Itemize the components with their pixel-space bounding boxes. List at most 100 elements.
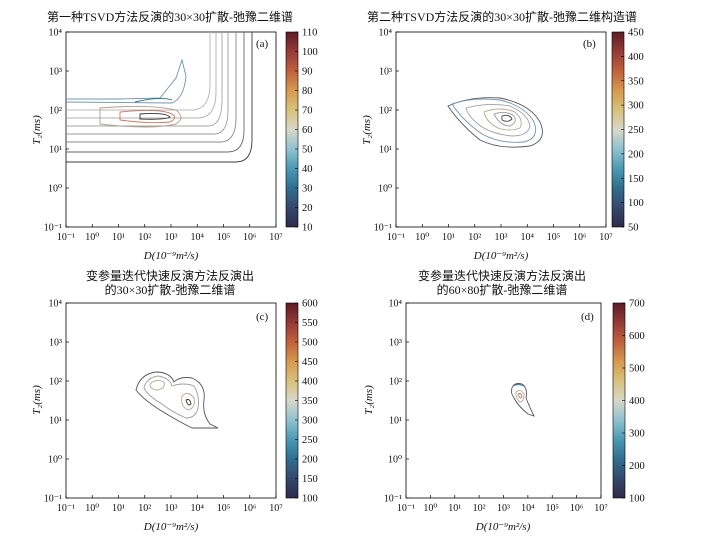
panel-a-contours <box>65 32 253 163</box>
panel-c-contour-level-3 <box>149 379 165 391</box>
panel-b-contours <box>447 97 543 148</box>
panel-c-x-tick-label: 10⁷ <box>269 503 283 514</box>
panel-b-x-tick-label: 10⁴ <box>521 232 535 243</box>
panel-a-x-axis-label: D(10⁻⁹m²/s) <box>143 250 199 262</box>
panel-b-x-tick-label: 10⁶ <box>573 232 587 243</box>
panel-b-contour-level-1 <box>447 97 543 148</box>
panel-c-colorbar: 100 150 200 250 300 350 400 450 500 550 600 <box>285 299 318 505</box>
panel-c-y-axis-label: T₂(ms) <box>31 385 43 415</box>
panel-b-colorbar-tick-label: 150 <box>628 174 644 185</box>
panel-c-x-tick-label: 10⁵ <box>217 503 231 514</box>
panel-a-contour-level-4 <box>66 32 229 135</box>
panel-c-colorbar-tick-label: 350 <box>302 396 318 407</box>
panel-d-y-tick-label: 10⁰ <box>388 455 402 466</box>
panel-b-x-tick-label: 10⁷ <box>599 232 613 243</box>
panel-c-title-line-1: 变参量迭代快速反演方法反演出 <box>86 268 254 283</box>
panel-d-colorbar-tick-label: 100 <box>629 494 645 505</box>
panel-c-colorbar-tick-label: 600 <box>302 299 318 310</box>
panel-c-y-tick-label: 10⁴ <box>49 299 63 310</box>
panel-a-label: (a) <box>256 38 269 50</box>
panel-a-y-tick-label: 10⁻¹ <box>44 223 62 234</box>
panel-d: 变参量迭代快速反演方法反演出 的60×80扩散-弛豫二维谱 10⁻¹ 10⁰ 10¹… <box>363 268 645 533</box>
panel-b-colorbar-ticks: 50 100 150 200 250 300 350 400 450 <box>621 28 644 234</box>
panel-a-x-tick-label: 10⁴ <box>191 232 205 243</box>
panel-d-colorbar: 100 200 300 400 500 600 700 <box>612 299 645 505</box>
panel-a-colorbar-tick-label: 30 <box>302 184 313 195</box>
panel-d-plot-area <box>405 302 602 499</box>
panel-a-contour-level-9 <box>99 105 182 128</box>
panel-b: 第二种TSVD方法反演的30×30扩散-弛豫二维构造谱 10⁻¹ 10⁰ 10¹ 10… <box>361 9 644 262</box>
panel-a-x-tick-label: 10⁵ <box>217 232 231 243</box>
panel-c-y-tick-label: 10³ <box>49 338 62 349</box>
panel-a: 第一种TSVD方法反演的30×30扩散-弛豫二维谱 10⁻¹ 10⁰ 10¹ 10² 1… <box>31 9 318 262</box>
panel-d-contour-peak <box>517 392 523 399</box>
panel-a-colorbar-tick-label: 60 <box>302 125 313 136</box>
panel-c-colorbar-tick-label: 150 <box>302 474 318 485</box>
panel-d-x-tick-label: 10⁻¹ <box>397 503 415 514</box>
panel-d-x-tick-label: 10² <box>473 503 486 514</box>
panel-b-y-tick-label: 10⁻¹ <box>374 223 392 234</box>
panel-d-colorbar-tick-label: 400 <box>629 396 645 407</box>
panel-c-y-tick-label: 10⁰ <box>48 455 62 466</box>
panel-c-colorbar-tick-label: 100 <box>302 494 318 505</box>
panel-a-contour-blue-lobe <box>134 97 173 103</box>
panel-a-colorbar-tick-label: 100 <box>302 47 318 58</box>
panel-a-colorbar-tick-label: 90 <box>302 67 313 78</box>
panel-c-contour-level-4 <box>181 393 195 411</box>
panel-b-colorbar-tick-label: 200 <box>628 149 644 160</box>
panel-a-contour-peak <box>139 112 171 120</box>
panel-d-y-tick-label: 10⁻¹ <box>384 494 402 505</box>
panel-d-x-tick-label: 10³ <box>497 503 510 514</box>
panel-d-y-tick-label: 10³ <box>389 338 402 349</box>
panel-b-colorbar-tick-label: 450 <box>628 28 644 39</box>
panel-a-colorbar-tick-label: 20 <box>302 203 313 214</box>
panel-c-x-tick-label: 10⁻¹ <box>57 503 75 514</box>
panel-a-contour-level-7 <box>66 32 211 111</box>
panel-a-contour-level-1 <box>66 32 253 163</box>
panel-b-contour-level-5 <box>493 111 516 127</box>
panel-a-contour-level-3 <box>66 32 237 143</box>
panel-d-x-tick-label: 10⁶ <box>570 503 584 514</box>
panel-d-contour-level-1 <box>510 383 535 417</box>
panel-b-contour-peak <box>501 114 513 122</box>
panel-b-y-tick-label: 10² <box>379 106 392 117</box>
panel-b-x-tick-label: 10⁻¹ <box>387 232 405 243</box>
panel-a-contour-level-5 <box>66 32 223 127</box>
panel-d-y-axis-label: T₂(ms) <box>363 385 375 415</box>
panel-a-colorbar-tick-label: 70 <box>302 106 313 117</box>
panel-a-colorbar-tick-label: 110 <box>302 28 317 39</box>
panel-b-contour-level-3 <box>465 103 531 137</box>
panel-d-colorbar-ticks: 100 200 300 400 500 600 700 <box>622 299 645 505</box>
panel-c-title-line-2: 的30×30扩散-弛豫二维谱 <box>105 282 236 297</box>
panel-b-colorbar-tick-label: 400 <box>628 52 644 63</box>
panel-b-colorbar-tick-label: 300 <box>628 101 644 112</box>
panel-b-label: (b) <box>583 38 596 50</box>
panel-c-colorbar-tick-label: 450 <box>302 357 318 368</box>
panel-d-x-tick-label: 10⁴ <box>521 503 535 514</box>
panel-d-y-tick-label: 10¹ <box>389 416 402 427</box>
panel-c-colorbar-tick-label: 500 <box>302 338 318 349</box>
panel-d-y-tick-label: 10² <box>389 377 402 388</box>
panel-b-x-tick-label: 10⁵ <box>547 232 561 243</box>
panel-c-contours <box>135 371 219 429</box>
panel-b-y-tick-label: 10⁰ <box>378 184 392 195</box>
panel-c-x-tick-label: 10² <box>138 503 151 514</box>
panel-a-colorbar-tick-label: 40 <box>302 164 313 175</box>
panel-a-x-tick-label: 10¹ <box>112 232 125 243</box>
panel-b-contour-level-4 <box>483 108 522 131</box>
panel-b-y-axis-label: T₂(ms) <box>361 115 373 145</box>
panel-a-contour-level-8 <box>65 58 187 104</box>
panel-b-ticks: 10⁻¹ 10⁰ 10¹ 10² 10³ 10⁴ 10⁵ 10⁶ 10⁷ 10⁻¹ 10⁰ 10¹ 10… <box>374 28 614 244</box>
panel-a-y-tick-label: 10² <box>49 106 62 117</box>
panel-d-colorbar-tick-label: 600 <box>629 331 645 342</box>
panel-a-y-tick-label: 10⁰ <box>48 184 62 195</box>
panel-a-contour-level-2 <box>66 32 245 153</box>
panel-a-ticks: 10⁻¹ 10⁰ 10¹ 10² 10³ 10⁴ 10⁵ 10⁶ 10⁷ 10⁻¹ 10⁰ 10¹ 10… <box>44 28 284 244</box>
panel-d-x-axis-label: D(10⁻⁹m²/s) <box>475 521 531 533</box>
panel-a-x-tick-label: 10⁶ <box>243 232 257 243</box>
panel-a-y-tick-label: 10¹ <box>49 145 62 156</box>
panel-c-colorbar-tick-label: 250 <box>302 435 318 446</box>
panel-c-y-tick-label: 10¹ <box>49 416 62 427</box>
